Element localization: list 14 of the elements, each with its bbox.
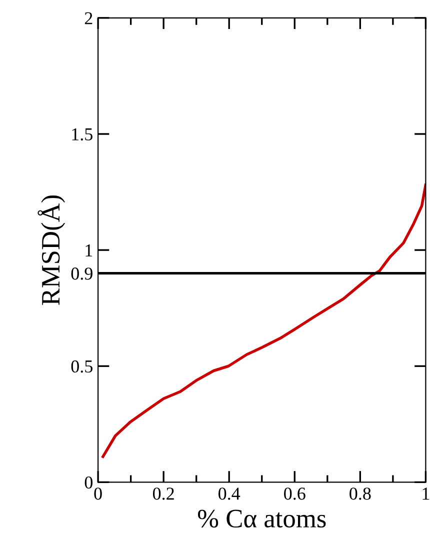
y-tick-label: 0.5: [71, 360, 92, 373]
x-tick-label: 0.6: [284, 488, 306, 500]
x-tick-label: 0.4: [218, 488, 240, 500]
x-axis-title: % Cα atoms: [198, 510, 326, 528]
x-tick-label: 1: [422, 488, 430, 500]
y-tick-label: 0.9: [71, 268, 92, 280]
y-tick-label: 2: [84, 12, 92, 24]
y-axis-title: RMSD(Å): [38, 195, 66, 306]
y-tick-label: 1: [86, 244, 92, 256]
x-tick-label: 0: [94, 488, 102, 500]
x-tick-label: 0.2: [152, 488, 174, 500]
y-tick-label: 1.5: [72, 128, 92, 141]
y-tick-label: 0: [84, 476, 92, 489]
x-tick-label: 0.8: [350, 488, 371, 500]
